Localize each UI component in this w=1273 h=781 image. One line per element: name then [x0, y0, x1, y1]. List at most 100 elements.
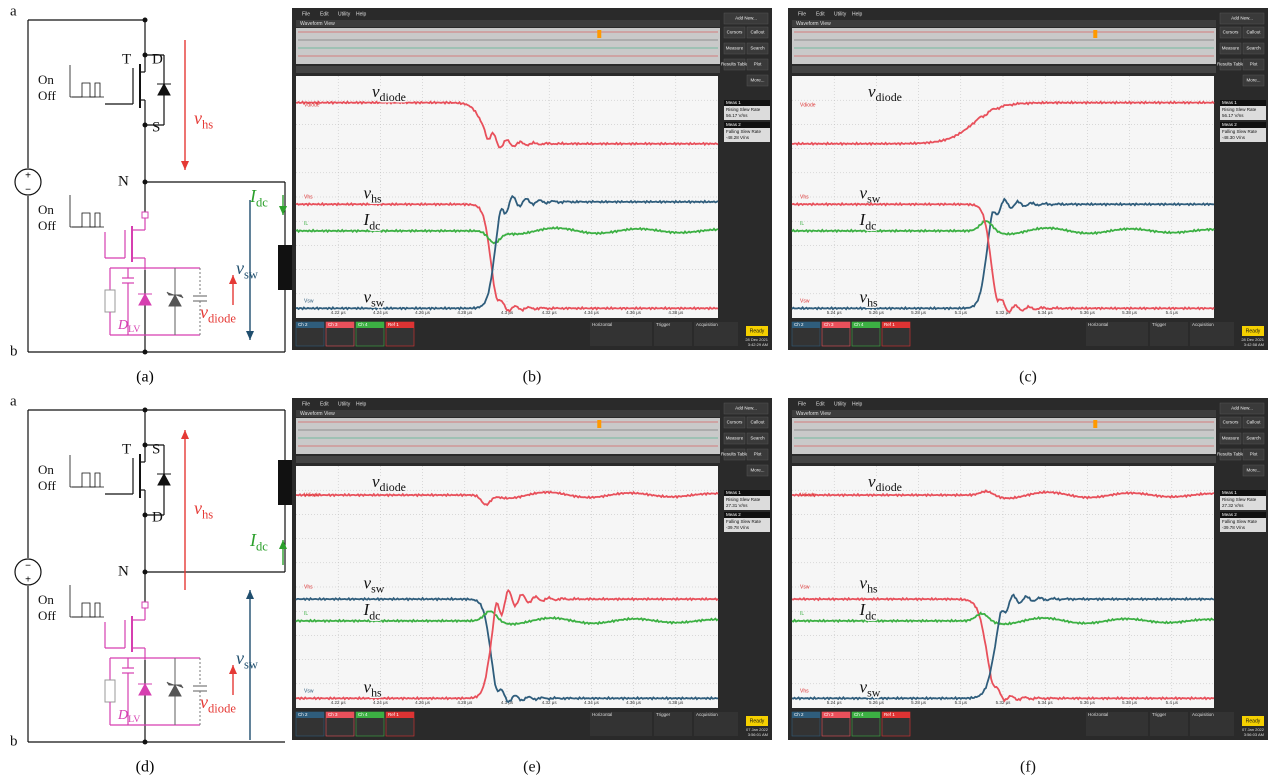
measurement-label: Rising Slew Rate [1222, 497, 1257, 502]
channel-name: Ch 3 [328, 322, 338, 327]
measurement-label: Rising Slew Rate [726, 497, 761, 502]
pulse [72, 603, 100, 617]
arrow-head [181, 430, 189, 439]
device-label: T [122, 441, 131, 457]
measurement-name: Meas 2 [1222, 122, 1237, 127]
terminal [142, 602, 148, 608]
toolbar-button-label: More... [750, 468, 764, 473]
subscript: hs [371, 685, 382, 699]
control-bar [296, 456, 720, 463]
subscript: sw [371, 295, 385, 309]
x-tick-label: 4.22 μs [331, 700, 347, 705]
channel-name: Ch 3 [824, 322, 834, 327]
terminal [142, 212, 148, 218]
x-tick-label: 5.24 μs [827, 310, 843, 315]
measurement-name: Meas 1 [726, 100, 741, 105]
menu-item: File [302, 11, 310, 17]
toolbar-button-label: Add New... [735, 16, 757, 21]
overview [296, 28, 720, 64]
x-tick-label: 5.34 μs [1038, 700, 1054, 705]
toolbar-button-label: Measure [726, 436, 744, 441]
channel-name: Ref 1 [884, 322, 895, 327]
node-dot [143, 53, 148, 58]
x-tick-label: 5.3 μs [955, 700, 968, 705]
voltage-label: vdiode [200, 692, 236, 715]
overview [792, 28, 1216, 64]
x-tick-label: 5.26 μs [869, 700, 885, 705]
x-tick-label: 4.38 μs [668, 700, 684, 705]
symbol: D [117, 708, 128, 723]
channel-name: Ref 1 [388, 712, 399, 717]
channel-name: Ch 3 [328, 712, 338, 717]
trigger-mark [1093, 30, 1097, 38]
channel-name: Ch 2 [794, 712, 804, 717]
toolbar-button-label: Results Table [721, 452, 748, 457]
subscript: sw [867, 685, 881, 699]
toolbar-button-label: More... [1246, 78, 1260, 83]
subscript: dc [256, 195, 268, 209]
channel-label: Vsw [304, 299, 314, 305]
measurement-label: Rising Slew Rate [726, 107, 761, 112]
view-title: Waveform View [300, 21, 335, 27]
x-tick-label: 5.36 μs [1080, 700, 1096, 705]
toolbar-button-label: Callout [1246, 420, 1261, 425]
arrow-head [181, 161, 189, 170]
device-label: T [122, 51, 131, 67]
channel-label: Vdiode [800, 103, 816, 109]
measurement-name: Meas 2 [1222, 512, 1237, 517]
resistor [105, 680, 115, 702]
resistor [105, 290, 115, 312]
gate-label: Off [38, 608, 56, 623]
toolbar-button-label: Search [750, 46, 765, 51]
x-tick-label: 4.22 μs [331, 310, 347, 315]
settings-title: Trigger [656, 322, 671, 327]
polarity: − [25, 561, 31, 572]
x-tick-label: 5.36 μs [1080, 310, 1096, 315]
node-label: a [10, 3, 17, 19]
node-dot [143, 443, 148, 448]
scope-screenshot: FileEditUtilityHelpWaveform View5.24 μs5… [788, 398, 1268, 776]
x-tick-label: 4.28 μs [457, 700, 473, 705]
subscript: sw [371, 581, 385, 595]
subscript: hs [371, 191, 382, 205]
menu-item: Utility [834, 11, 847, 17]
scope-screenshot: FileEditUtilityHelpWaveform View4.22 μs4… [292, 398, 772, 776]
channel-name: Ch 2 [298, 322, 308, 327]
ready-label: Ready [1246, 328, 1261, 334]
subscript: diode [876, 480, 902, 494]
gate-label: Off [38, 218, 56, 233]
symbol: v [236, 258, 244, 278]
caption: (f) [1020, 759, 1036, 776]
settings-title: Horizontal [592, 712, 612, 717]
figure: abN+−TDSOnOffOnOffDLVvhsIdcvswvdiode(a)a… [0, 0, 1273, 781]
time: 3:56:03 AM [1244, 732, 1264, 737]
measurement-label: Falling Slew Rate [726, 129, 762, 134]
caption: (e) [523, 759, 541, 776]
x-tick-label: 4.32 μs [542, 310, 558, 315]
channel-label: Vdiode [304, 103, 320, 109]
arrow-head [279, 206, 287, 215]
x-tick-label: 4.24 μs [373, 310, 389, 315]
x-tick-label: 4.26 μs [415, 700, 431, 705]
channel-name: Ch 4 [854, 322, 864, 327]
toolbar-button-label: Plot [754, 62, 763, 67]
channel-name: Ref 1 [388, 322, 399, 327]
caption: (a) [136, 369, 154, 386]
x-tick-label: 4.38 μs [668, 310, 684, 315]
channel-label: Vsw [304, 689, 314, 695]
subscript: hs [202, 507, 213, 521]
menu-item: Edit [816, 11, 825, 17]
symbol: v [236, 648, 244, 668]
measurement-name: Meas 1 [1222, 100, 1237, 105]
time: 3:42:29 AM [748, 342, 768, 347]
subscript: diode [208, 311, 236, 325]
menu-item: Utility [834, 401, 847, 407]
arrow-head [246, 331, 254, 340]
node-label: N [118, 173, 129, 189]
toolbar-button-label: Plot [1250, 452, 1259, 457]
toolbar-button-label: Measure [726, 46, 744, 51]
channel-name: Ch 4 [358, 322, 368, 327]
node-label: b [10, 733, 18, 749]
view-title: Waveform View [300, 411, 335, 417]
